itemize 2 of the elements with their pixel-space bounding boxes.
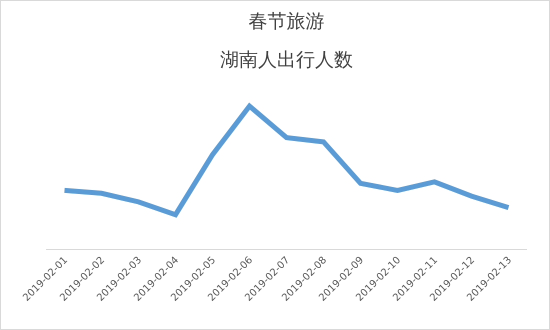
chart-subtitle: 湖南人出行人数 <box>220 49 353 71</box>
chart-title: 春节旅游 <box>248 10 324 32</box>
